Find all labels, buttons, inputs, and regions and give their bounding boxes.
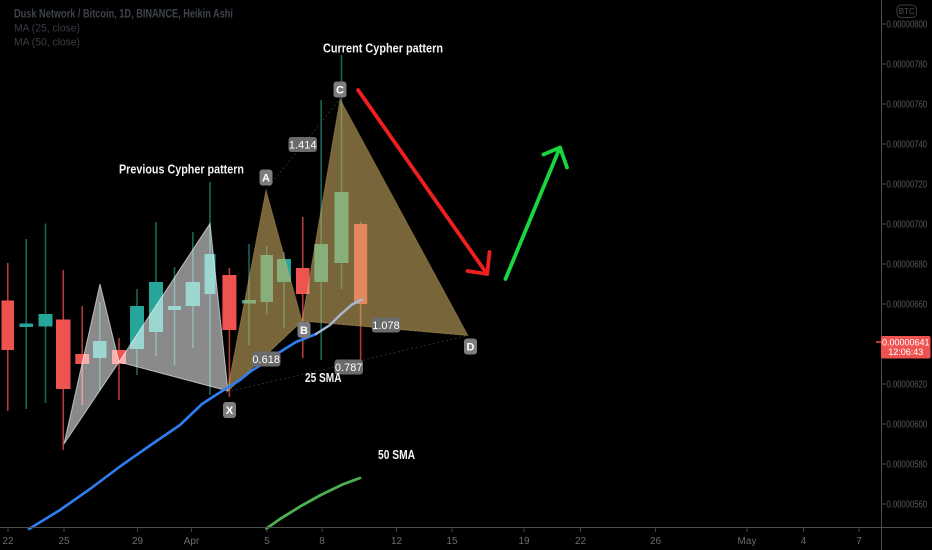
svg-text:1.078: 1.078 [372, 320, 400, 332]
svg-text:5: 5 [264, 536, 270, 547]
svg-text:0.00000720: 0.00000720 [887, 180, 928, 191]
svg-text:Previous Cypher pattern: Previous Cypher pattern [119, 162, 244, 177]
svg-text:7: 7 [856, 536, 862, 547]
svg-text:X: X [226, 405, 234, 417]
svg-text:12: 12 [391, 536, 403, 547]
svg-text:22: 22 [575, 536, 587, 547]
svg-text:0.00000760: 0.00000760 [887, 100, 928, 111]
svg-text:May: May [738, 536, 757, 547]
svg-text:0.00000700: 0.00000700 [887, 220, 928, 231]
svg-text:0.00000641: 0.00000641 [882, 338, 930, 348]
svg-text:BTC: BTC [899, 7, 915, 16]
svg-text:26: 26 [650, 536, 662, 547]
svg-text:0.00000560: 0.00000560 [887, 500, 928, 511]
svg-text:1.414: 1.414 [289, 140, 317, 152]
svg-text:0.00000580: 0.00000580 [887, 460, 928, 471]
svg-text:Dusk Network / Bitcoin, 1D, BI: Dusk Network / Bitcoin, 1D, BINANCE, Hei… [14, 9, 233, 21]
svg-text:MA (25, close): MA (25, close) [14, 23, 80, 35]
svg-text:19: 19 [518, 536, 530, 547]
svg-text:0.00000680: 0.00000680 [887, 260, 928, 271]
svg-text:22: 22 [2, 536, 14, 547]
svg-text:0.618: 0.618 [252, 354, 280, 366]
svg-text:0.00000780: 0.00000780 [887, 60, 928, 71]
svg-text:B: B [300, 325, 308, 337]
svg-text:MA (50, close): MA (50, close) [14, 37, 80, 49]
svg-text:0.00000600: 0.00000600 [887, 420, 928, 431]
svg-text:25 SMA: 25 SMA [305, 370, 342, 385]
svg-text:15: 15 [446, 536, 458, 547]
svg-text:50 SMA: 50 SMA [378, 447, 415, 462]
svg-text:0.00000620: 0.00000620 [887, 380, 928, 391]
svg-text:C: C [336, 85, 344, 97]
svg-text:0.00000660: 0.00000660 [887, 300, 928, 311]
svg-text:0.00000800: 0.00000800 [887, 20, 928, 31]
svg-text:8: 8 [319, 536, 325, 547]
svg-text:Current Cypher pattern: Current Cypher pattern [323, 41, 443, 56]
svg-text:0.787: 0.787 [335, 362, 363, 374]
svg-text:25: 25 [58, 536, 70, 547]
svg-text:Apr: Apr [184, 536, 200, 547]
svg-text:29: 29 [132, 536, 144, 547]
svg-text:4: 4 [801, 536, 807, 547]
svg-text:A: A [262, 173, 270, 185]
svg-text:0.00000740: 0.00000740 [887, 140, 928, 151]
svg-text:D: D [467, 342, 475, 354]
svg-text:12:06:43: 12:06:43 [888, 347, 923, 357]
